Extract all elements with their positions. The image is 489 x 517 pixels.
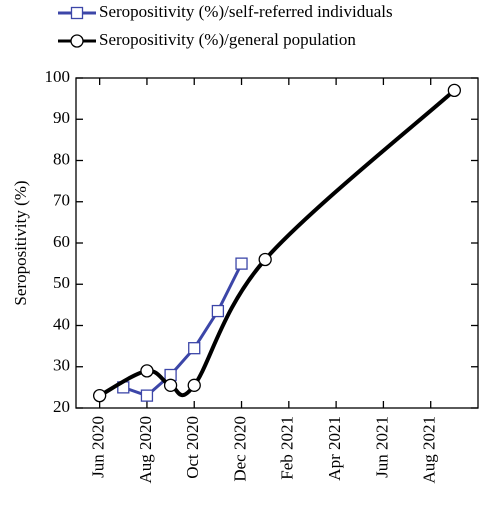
y-tick-label: 30 bbox=[53, 356, 70, 375]
y-tick-label: 100 bbox=[45, 67, 71, 86]
x-tick-label: Apr 2021 bbox=[325, 416, 344, 481]
marker bbox=[187, 378, 201, 392]
y-axis-label: Seropositivity (%) bbox=[11, 180, 30, 305]
x-tick-label: Aug 2021 bbox=[420, 416, 439, 484]
marker bbox=[70, 6, 84, 20]
x-tick-label: Oct 2020 bbox=[183, 416, 202, 479]
x-tick-label: Dec 2020 bbox=[230, 416, 249, 482]
x-tick-label: Feb 2021 bbox=[278, 416, 297, 480]
marker bbox=[70, 34, 84, 48]
legend-label: Seropositivity (%)/self-referred individ… bbox=[99, 2, 393, 21]
x-tick-label: Aug 2020 bbox=[136, 416, 155, 484]
y-tick-label: 70 bbox=[53, 191, 70, 210]
legend-label: Seropositivity (%)/general population bbox=[99, 30, 356, 49]
marker bbox=[188, 342, 201, 355]
marker bbox=[211, 304, 225, 318]
y-tick-label: 20 bbox=[53, 397, 70, 416]
marker bbox=[92, 388, 107, 403]
y-tick-label: 90 bbox=[53, 108, 70, 127]
series-line bbox=[98, 88, 456, 398]
marker bbox=[447, 83, 462, 98]
y-tick-label: 60 bbox=[53, 232, 70, 251]
y-tick-label: 80 bbox=[53, 149, 70, 168]
marker bbox=[140, 364, 154, 378]
series-line bbox=[122, 262, 243, 398]
y-tick-label: 40 bbox=[53, 314, 70, 333]
plot-frame bbox=[75, 77, 479, 409]
x-tick-label: Jun 2021 bbox=[372, 416, 391, 478]
marker bbox=[140, 389, 154, 402]
y-tick-label: 50 bbox=[53, 273, 70, 292]
marker bbox=[235, 257, 248, 270]
marker bbox=[163, 378, 178, 392]
x-tick-label: Jun 2020 bbox=[89, 416, 108, 478]
marker bbox=[258, 252, 272, 267]
